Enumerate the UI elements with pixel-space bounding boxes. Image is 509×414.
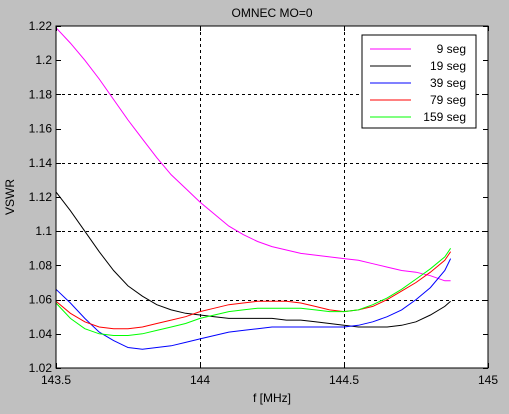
x-tick-label: 143.5: [41, 373, 71, 387]
series-line-2: [55, 258, 452, 350]
legend-label: 159 seg: [423, 110, 466, 124]
legend-box: [361, 34, 477, 129]
series-line-1: [55, 191, 451, 328]
y-tick-label: 1.14: [29, 156, 53, 170]
y-tick-label: 1.18: [29, 87, 53, 101]
x-axis-label: f [MHz]: [253, 391, 291, 405]
series-line-3: [55, 251, 452, 330]
x-tick-label: 144: [190, 373, 210, 387]
y-tick-label: 1.02: [29, 361, 53, 375]
y-tick-label: 1.22: [29, 19, 53, 33]
legend-label: 79 seg: [430, 93, 466, 107]
legend-label: 39 seg: [430, 76, 466, 90]
y-tick-label: 1.06: [29, 293, 53, 307]
y-tick-label: 1.1: [35, 224, 52, 238]
y-tick-label: 1.12: [29, 190, 53, 204]
y-tick-label: 1.08: [29, 258, 53, 272]
series-line-0: [55, 27, 451, 282]
legend-label: 19 seg: [430, 59, 466, 73]
y-tick-label: 1.16: [29, 122, 53, 136]
x-tick-label: 145: [478, 373, 498, 387]
chart-title: OMNEC MO=0: [231, 6, 312, 20]
series-layer: [55, 27, 452, 350]
y-tick-label: 1.04: [29, 327, 53, 341]
tick-layer: 143.5 144 144.5 145 1.02 1.04 1.06 1.08 1.1 1.12 1…: [29, 19, 499, 387]
legend-label: 9 seg: [437, 42, 466, 56]
y-axis-label: VSWR: [3, 179, 17, 215]
series-line-4: [55, 248, 452, 336]
legend: 9 seg 19 seg 39 seg 79 seg 159 seg: [361, 34, 477, 129]
y-tick-label: 1.2: [35, 53, 52, 67]
x-tick-label: 144.5: [329, 373, 359, 387]
